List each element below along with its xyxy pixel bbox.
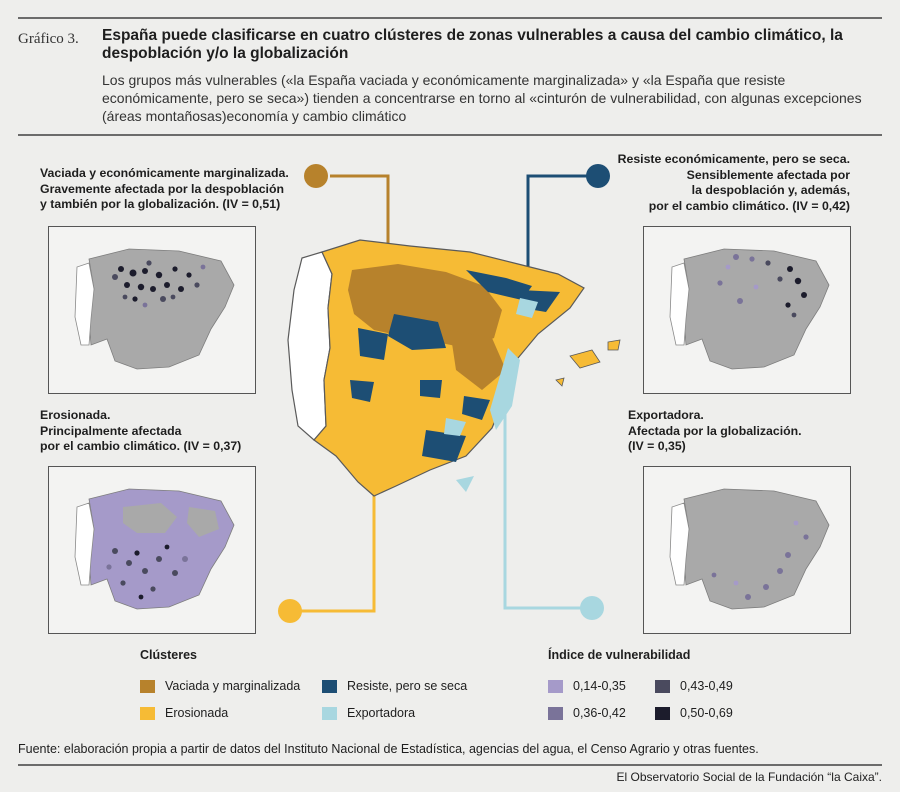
dot-resiste xyxy=(586,164,610,188)
label-exportadora: Exportadora. Afectada por la globalizaci… xyxy=(628,408,802,453)
legend-item-exportadora: Exportadora xyxy=(322,706,415,720)
swatch-resiste xyxy=(322,679,337,693)
legend-item-erosionada: Erosionada xyxy=(140,706,228,720)
mini-map-exportadora xyxy=(669,488,830,610)
legend-label: 0,14-0,35 xyxy=(573,679,626,693)
header-rule xyxy=(18,134,882,136)
footer-rule xyxy=(18,764,882,766)
mini-map-resiste xyxy=(669,248,830,370)
panel-vaciada xyxy=(48,226,256,394)
dot-exportadora xyxy=(580,596,604,620)
dot-vaciada xyxy=(304,164,328,188)
legend-index-title: Índice de vulnerabilidad xyxy=(548,648,691,662)
legend-label: Resiste, pero se seca xyxy=(347,679,468,693)
label-erosionada: Erosionada. Principalmente afectada por … xyxy=(40,408,242,453)
panel-exportadora xyxy=(643,466,851,634)
central-map xyxy=(287,239,621,497)
legend-item-vaciada: Vaciada y marginalizada xyxy=(140,679,300,693)
swatch-index-2 xyxy=(548,706,563,720)
legend-label: 0,50-0,69 xyxy=(680,706,733,720)
top-rule xyxy=(18,17,882,19)
figure-subtitle: Los grupos más vulnerables («la España v… xyxy=(102,72,862,124)
legend-label: 0,43-0,49 xyxy=(680,679,733,693)
dot-erosionada xyxy=(278,599,302,623)
credit-line: El Observatorio Social de la Fundación “… xyxy=(616,770,882,784)
legend-index-4: 0,50-0,69 xyxy=(655,706,733,720)
swatch-exportadora xyxy=(322,706,337,720)
swatch-erosionada xyxy=(140,706,155,720)
legend-index-2: 0,36-0,42 xyxy=(548,706,626,720)
label-vaciada: Vaciada y económicamente marginalizada. … xyxy=(40,166,289,211)
legend-clusters-title: Clústeres xyxy=(140,648,197,662)
legend-index-3: 0,43-0,49 xyxy=(655,679,733,693)
source-note: Fuente: elaboración propia a partir de d… xyxy=(18,742,759,756)
legend-label: 0,36-0,42 xyxy=(573,706,626,720)
figure-title: España puede clasificarse en cuatro clús… xyxy=(102,27,843,62)
figure-tag: Gráfico 3. xyxy=(18,31,79,47)
panel-erosionada xyxy=(48,466,256,634)
swatch-index-3 xyxy=(655,679,670,693)
mini-map-vaciada xyxy=(74,248,235,370)
legend-item-resiste: Resiste, pero se seca xyxy=(322,679,467,693)
legend-label: Exportadora xyxy=(347,706,416,720)
mini-map-erosionada xyxy=(74,488,235,610)
legend-index-1: 0,14-0,35 xyxy=(548,679,626,693)
legend-label: Vaciada y marginalizada xyxy=(165,679,301,693)
swatch-index-4 xyxy=(655,706,670,720)
legend-label: Erosionada xyxy=(165,706,229,720)
swatch-index-1 xyxy=(548,679,563,693)
panel-resiste xyxy=(643,226,851,394)
swatch-vaciada xyxy=(140,679,155,693)
label-resiste: Resiste económicamente, pero se seca. Se… xyxy=(617,152,850,213)
